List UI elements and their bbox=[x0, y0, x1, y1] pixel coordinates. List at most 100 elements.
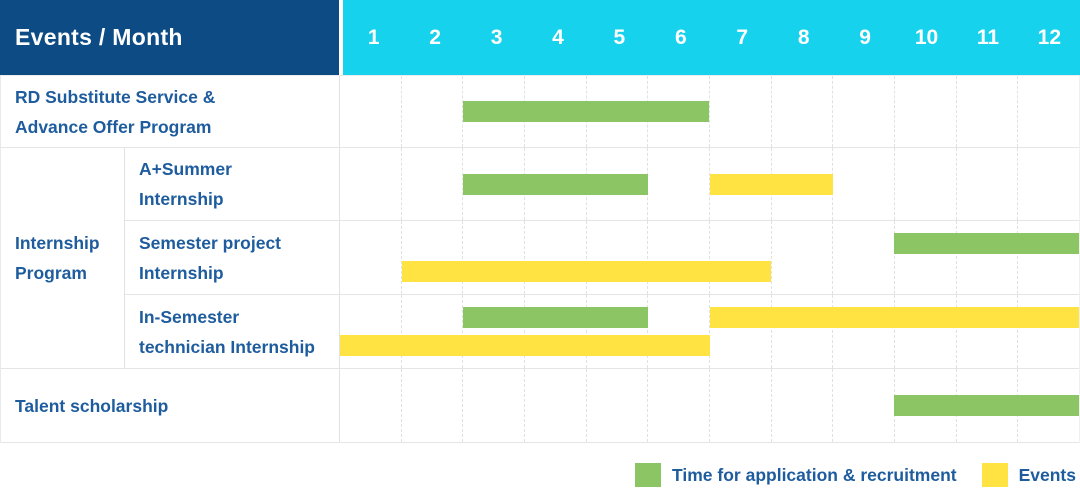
table-title: Events / Month bbox=[15, 24, 183, 50]
month-gridline bbox=[833, 76, 896, 147]
row-semester-project-internship: Semester project Internship bbox=[125, 221, 1079, 295]
month-label: 4 bbox=[552, 25, 564, 49]
bar-line bbox=[340, 307, 1079, 328]
month-gridline bbox=[833, 295, 896, 368]
month-gridline bbox=[957, 295, 1019, 368]
month-gridline bbox=[340, 76, 402, 147]
month-gridline bbox=[1018, 221, 1079, 294]
month-label: 3 bbox=[490, 25, 503, 49]
month-gridline bbox=[895, 148, 957, 220]
month-label: 2 bbox=[429, 25, 441, 49]
header-divider bbox=[339, 0, 343, 75]
month-gridline bbox=[833, 148, 896, 220]
month-gridline bbox=[402, 221, 464, 294]
row-label: In-Semester technician Internship bbox=[125, 295, 340, 368]
month-gridline bbox=[340, 369, 402, 442]
month-label: 11 bbox=[976, 25, 1000, 49]
gantt-bar-green bbox=[463, 307, 648, 328]
bar-line bbox=[340, 335, 1079, 356]
label-line: Semester project bbox=[139, 232, 282, 253]
month-gridline bbox=[895, 295, 957, 368]
gantt-bar-green bbox=[894, 233, 1079, 254]
month-label: 1 bbox=[367, 25, 380, 49]
label-line: Internship bbox=[139, 189, 224, 209]
month-gridline bbox=[710, 221, 772, 294]
table-header-row: Events / Month 1 2 3 4 5 6 7 8 9 10 11 12 bbox=[0, 0, 1080, 75]
month-gridline bbox=[402, 369, 464, 442]
group-sub-rows: A+Summer Internship Semester project Intern… bbox=[125, 148, 1079, 369]
month-gridline bbox=[402, 295, 464, 368]
legend-label: Time for application & recruitment bbox=[672, 464, 957, 485]
row-in-semester-technician-internship: In-Semester technician Internship bbox=[125, 295, 1079, 369]
month-label: 7 bbox=[736, 25, 749, 49]
month-gridline bbox=[710, 76, 772, 147]
month-gridline bbox=[710, 369, 772, 442]
label-line: Talent scholarship bbox=[15, 395, 169, 416]
bar-line bbox=[340, 173, 1079, 195]
legend-swatch-green bbox=[635, 463, 662, 487]
row-label: A+Summer Internship bbox=[125, 148, 340, 220]
month-gridline bbox=[895, 76, 957, 147]
row-a-plus-summer-internship: A+Summer Internship bbox=[125, 148, 1079, 221]
month-gridline bbox=[772, 369, 834, 442]
month-grid bbox=[340, 221, 1079, 294]
month-gridline bbox=[895, 221, 957, 294]
label-line: technician Internship bbox=[139, 336, 315, 357]
month-gridline bbox=[772, 221, 834, 294]
gantt-table: Events / Month 1 2 3 4 5 6 7 8 9 10 11 12 RD Substi… bbox=[0, 0, 1080, 443]
month-gridline bbox=[957, 221, 1019, 294]
month-label: 6 bbox=[674, 25, 687, 49]
month-gridline bbox=[587, 221, 649, 294]
gantt-bar-yellow bbox=[709, 307, 1079, 328]
month-gridline bbox=[587, 369, 649, 442]
month-label: 12 bbox=[1037, 25, 1062, 49]
legend: Time for application & recruitment Events bbox=[0, 463, 1080, 487]
month-gridline bbox=[587, 295, 649, 368]
legend-item-yellow: Events bbox=[981, 463, 1076, 487]
month-gridline bbox=[648, 295, 711, 368]
label-line: Internship bbox=[15, 233, 100, 253]
row-chart-area bbox=[340, 295, 1079, 368]
month-gridline bbox=[340, 148, 402, 220]
month-gridline bbox=[710, 295, 772, 368]
month-gridline bbox=[772, 76, 834, 147]
row-chart-area bbox=[340, 148, 1079, 220]
month-gridline bbox=[525, 369, 587, 442]
row-chart-area bbox=[340, 76, 1079, 147]
legend-item-green: Time for application & recruitment bbox=[635, 463, 957, 487]
gantt-bar-yellow bbox=[340, 335, 710, 356]
row-chart-area bbox=[340, 221, 1079, 294]
month-gridline bbox=[833, 221, 896, 294]
gantt-bar-yellow bbox=[709, 173, 833, 195]
legend-label: Events bbox=[1018, 464, 1076, 485]
row-label: RD Substitute Service & Advance Offer Pro… bbox=[1, 76, 340, 147]
gantt-bar-green bbox=[463, 101, 710, 122]
label-line: RD Substitute Service & bbox=[15, 86, 216, 107]
group-internship-program: Internship Program A+Summer Internship Semes… bbox=[1, 148, 1079, 369]
month-gridline bbox=[402, 148, 464, 220]
row-rd-substitute-advance-offer: RD Substitute Service & Advance Offer Pro… bbox=[1, 76, 1079, 148]
label-line: In-Semester bbox=[139, 306, 240, 327]
month-gridline bbox=[648, 76, 711, 147]
bar-line bbox=[340, 233, 1079, 254]
row-talent-scholarship: Talent scholarship bbox=[1, 369, 1079, 443]
month-gridline bbox=[957, 148, 1019, 220]
label-line: Internship bbox=[139, 262, 224, 283]
month-gridline bbox=[463, 369, 526, 442]
month-header: 1 2 3 4 5 6 7 8 9 10 11 12 bbox=[343, 0, 1080, 75]
bar-line bbox=[340, 395, 1079, 416]
month-label: 9 bbox=[859, 25, 871, 49]
group-label: Internship Program bbox=[1, 148, 125, 369]
month-gridline bbox=[772, 295, 834, 368]
label-line: Program bbox=[15, 263, 87, 283]
month-gridline bbox=[463, 221, 526, 294]
month-grid bbox=[340, 295, 1079, 368]
table-body: RD Substitute Service & Advance Offer Pro… bbox=[0, 75, 1080, 443]
gantt-bar-yellow bbox=[401, 261, 772, 282]
gantt-bar-green bbox=[463, 173, 648, 195]
month-gridline bbox=[340, 295, 402, 368]
month-label: 5 bbox=[613, 25, 626, 49]
label-line: Advance Offer Program bbox=[15, 116, 212, 137]
month-gridline bbox=[402, 76, 464, 147]
